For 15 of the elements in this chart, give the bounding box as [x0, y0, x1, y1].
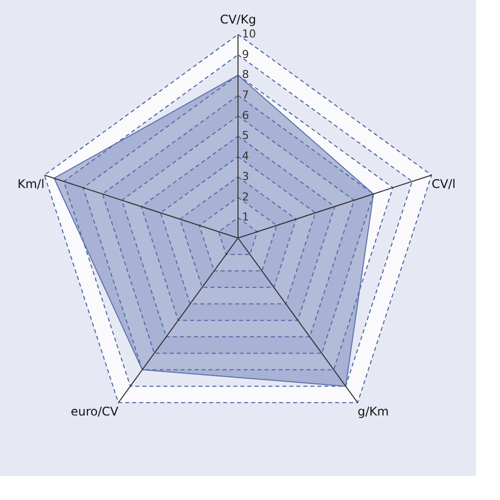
spoke-label: g/Km [358, 404, 389, 419]
y-tick-label: 9 [242, 48, 249, 61]
y-tick-label: 1 [242, 210, 249, 224]
y-tick-label: 2 [242, 190, 249, 204]
y-tick-label: 5 [242, 129, 249, 142]
spoke-label: CV/Kg [220, 12, 256, 26]
y-tick-label: 4 [242, 150, 249, 163]
spoke-label: Km/l [17, 177, 44, 192]
y-tick-label: 7 [242, 88, 249, 102]
y-tick-label: 3 [242, 170, 249, 183]
y-tick-label: 10 [242, 27, 256, 40]
y-tick-label: 8 [242, 68, 249, 82]
spoke-label: euro/CV [70, 404, 120, 419]
y-tick-label: 6 [242, 108, 249, 122]
spoke-label: CV/l [432, 177, 456, 192]
